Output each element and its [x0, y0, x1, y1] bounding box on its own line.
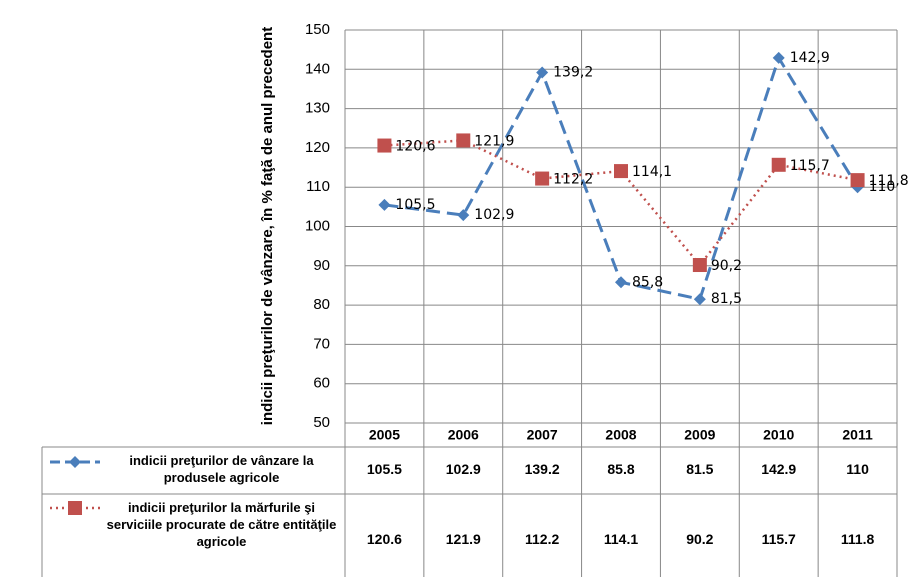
table-cell: 114.1 [604, 531, 638, 547]
y-tick-label: 150 [305, 21, 330, 38]
marker [692, 258, 707, 273]
y-tick-label: 60 [313, 375, 330, 392]
y-tick-label: 130 [305, 100, 330, 117]
y-tick-label: 100 [305, 217, 330, 234]
series-line [384, 139, 858, 267]
marker [614, 164, 628, 179]
data-label: 121,9 [474, 133, 514, 149]
data-label: 105,5 [395, 197, 435, 213]
data-label: 142,9 [790, 50, 830, 66]
table-cell: 142.9 [761, 461, 796, 477]
table-cell: 121.9 [446, 531, 481, 547]
table-cell: 139.2 [525, 461, 560, 477]
x-tick-label: 2008 [605, 427, 636, 443]
data-label: 81,5 [711, 291, 742, 307]
table-cell: 110 [846, 461, 869, 477]
marker [615, 276, 627, 289]
table-cell: 112.2 [525, 531, 559, 547]
data-label: 112,2 [553, 172, 593, 188]
marker [457, 209, 470, 222]
marker [378, 198, 391, 211]
y-tick-label: 50 [313, 414, 330, 431]
legend-marker [68, 501, 82, 515]
y-axis-label: indicii preţurilor de vânzare, în % faţă… [259, 27, 276, 425]
marker [771, 157, 786, 172]
x-tick-label: 2007 [527, 427, 558, 443]
data-label: 111,8 [869, 173, 908, 189]
table-cell: 85.8 [607, 461, 634, 477]
series-line [384, 54, 859, 301]
marker [772, 51, 785, 64]
y-tick-label: 140 [305, 60, 330, 77]
data-label: 115,7 [790, 158, 830, 174]
marker [377, 138, 392, 153]
marker [456, 133, 471, 148]
y-tick-label: 110 [306, 178, 330, 195]
x-tick-label: 2010 [763, 427, 794, 443]
data-label: 114,1 [632, 164, 672, 180]
data-label: 139,2 [553, 64, 593, 80]
marker [693, 293, 706, 306]
table-cell: 111.8 [841, 531, 875, 547]
table-cell: 102.9 [446, 461, 481, 477]
y-tick-label: 120 [305, 139, 330, 156]
marker [535, 171, 550, 186]
y-tick-label: 90 [313, 257, 330, 274]
x-tick-label: 2005 [369, 427, 400, 443]
x-tick-label: 2009 [684, 427, 715, 443]
x-tick-label: 2011 [842, 427, 873, 443]
legend-label: indicii preţurilor la mărfurile şi servi… [106, 500, 337, 549]
table-cell: 120.6 [367, 531, 402, 547]
data-label: 85,8 [632, 274, 663, 290]
legend-entry: indicii preţurilor la mărfurile şi servi… [106, 500, 337, 549]
data-label: 90,2 [711, 258, 742, 274]
data-label: 120,6 [395, 139, 435, 155]
legend-marker [69, 456, 81, 468]
table-cell: 115.7 [762, 531, 796, 547]
table-cell: 105.5 [367, 461, 402, 477]
data-label: 110 [869, 179, 896, 195]
table-cell: 81.5 [686, 461, 713, 477]
marker [850, 173, 865, 188]
y-tick-label: 70 [313, 335, 330, 352]
data-label: 102,9 [474, 207, 514, 223]
legend-entry: indicii preţurilor de vânzare la produse… [129, 453, 314, 485]
x-tick-label: 2006 [448, 427, 479, 443]
marker [536, 66, 549, 79]
y-tick-label: 80 [313, 296, 330, 313]
legend-label: indicii preţurilor de vânzare la produse… [129, 453, 314, 485]
table-cell: 90.2 [686, 531, 713, 547]
